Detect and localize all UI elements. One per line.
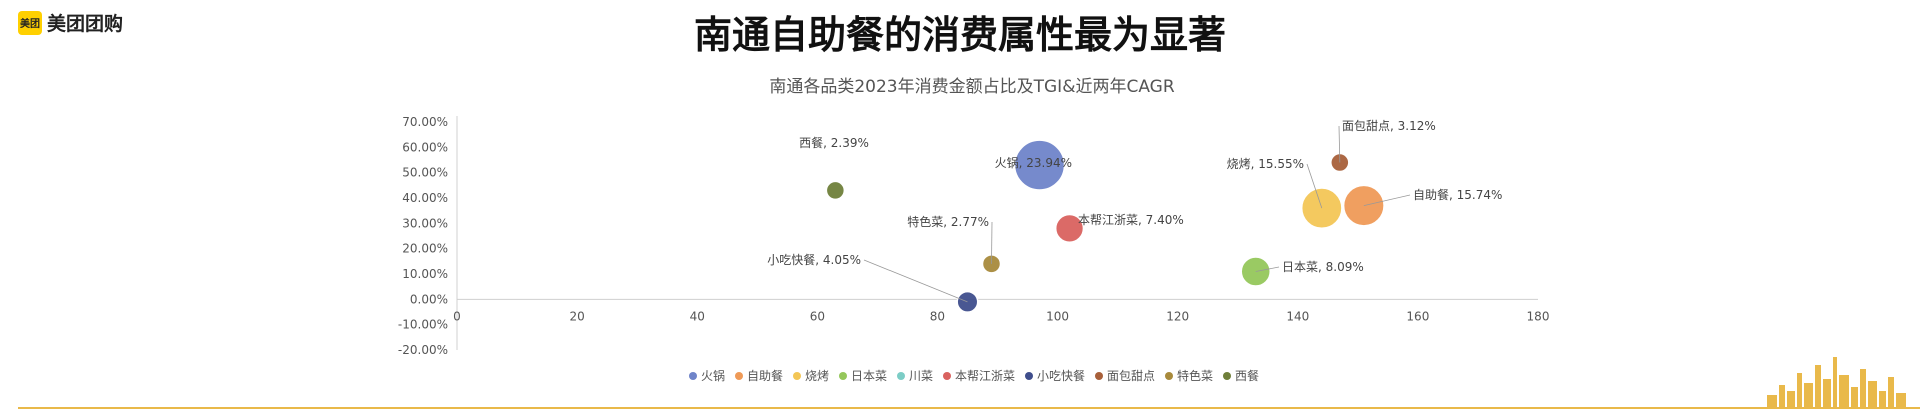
legend-item-label: 川菜 bbox=[909, 369, 933, 383]
legend-marker bbox=[897, 372, 905, 380]
legend-marker bbox=[1095, 372, 1103, 380]
data-label: 小吃快餐, 4.05% bbox=[767, 252, 861, 267]
x-tick-label: 160 bbox=[1406, 309, 1429, 323]
y-tick-label: -10.00% bbox=[398, 318, 448, 332]
city-skyline-icon bbox=[1767, 357, 1906, 407]
y-tick-label: -20.00% bbox=[398, 343, 448, 357]
y-tick-label: 10.00% bbox=[402, 267, 448, 281]
data-label: 面包甜点, 3.12% bbox=[1342, 119, 1436, 133]
legend-marker bbox=[943, 372, 951, 380]
chart-legend: 火锅 自助餐 烧烤 日本菜 川菜 本帮江浙菜 小吃快餐 面包甜点 特色菜 西餐 bbox=[689, 368, 1259, 383]
label-leader-line bbox=[863, 259, 968, 303]
label-leader-line bbox=[991, 221, 993, 264]
legend-item-label: 火锅 bbox=[701, 368, 725, 383]
y-tick-label: 70.00% bbox=[402, 115, 448, 129]
label-leader-line bbox=[1338, 125, 1341, 163]
legend-item-label: 日本菜 bbox=[851, 369, 887, 383]
x-tick-label: 120 bbox=[1166, 309, 1189, 323]
x-tick-label: 0 bbox=[453, 309, 461, 323]
chart-title: 南通各品类2023年消费金额占比及TGI&近两年CAGR bbox=[769, 77, 1174, 97]
legend-marker bbox=[793, 372, 801, 380]
y-tick-label: 60.00% bbox=[402, 140, 448, 154]
legend-marker bbox=[1025, 372, 1033, 380]
legend-marker bbox=[1223, 372, 1231, 380]
legend-item-label: 面包甜点 bbox=[1107, 369, 1155, 383]
chart-bubbles bbox=[825, 139, 1385, 313]
data-label: 西餐, 2.39% bbox=[799, 135, 869, 150]
x-tick-label: 140 bbox=[1286, 309, 1309, 323]
bubble bbox=[1013, 139, 1066, 191]
brand-badge: 美团 bbox=[18, 10, 42, 35]
brand-logo: 美团 美团团购 bbox=[18, 9, 123, 36]
legend-item-label: 西餐 bbox=[1235, 368, 1259, 383]
label-leader-line bbox=[1306, 163, 1323, 209]
data-label: 自助餐, 15.74% bbox=[1413, 187, 1502, 202]
x-tick-label: 60 bbox=[810, 309, 825, 323]
y-tick-label: 20.00% bbox=[402, 242, 448, 256]
legend-item-label: 自助餐 bbox=[747, 368, 783, 383]
bubble bbox=[825, 180, 846, 201]
legend-marker bbox=[839, 372, 847, 380]
y-tick-label: 0.00% bbox=[410, 292, 448, 306]
x-tick-label: 20 bbox=[569, 309, 584, 323]
data-label: 本帮江浙菜, 7.40% bbox=[1078, 213, 1184, 227]
data-label: 烧烤, 15.55% bbox=[1227, 156, 1304, 171]
legend-item-label: 特色菜 bbox=[1177, 368, 1213, 383]
label-leader-line bbox=[1363, 194, 1411, 206]
legend-marker bbox=[689, 372, 697, 380]
legend-item-label: 本帮江浙菜 bbox=[955, 369, 1015, 383]
x-tick-label: 40 bbox=[690, 309, 705, 323]
bottom-accent-line bbox=[18, 407, 1920, 409]
legend-marker bbox=[735, 372, 743, 380]
y-tick-label: 40.00% bbox=[402, 191, 448, 205]
legend-item-label: 烧烤 bbox=[805, 368, 829, 383]
data-label: 火锅, 23.94% bbox=[995, 155, 1072, 170]
x-tick-label: 180 bbox=[1527, 309, 1550, 323]
y-tick-label: 50.00% bbox=[402, 166, 448, 180]
legend-marker bbox=[1165, 372, 1173, 380]
page-title: 南通自助餐的消费属性最为显著 bbox=[693, 13, 1226, 57]
chart-data-labels: 火锅, 23.94% 自助餐, 15.74% 烧烤, 15.55% 日本菜, 8.09… bbox=[767, 119, 1502, 303]
data-label: 日本菜, 8.09% bbox=[1282, 260, 1364, 274]
data-label: 特色菜, 2.77% bbox=[907, 214, 989, 229]
bubble bbox=[1054, 213, 1085, 244]
y-tick-label: 30.00% bbox=[402, 216, 448, 230]
chart-axes: 70.00% 60.00% 50.00% 40.00% 30.00% 20.00% 10.0… bbox=[398, 115, 1550, 357]
x-tick-label: 100 bbox=[1046, 309, 1069, 323]
legend-item-label: 小吃快餐 bbox=[1037, 368, 1085, 383]
brand-name: 美团团购 bbox=[47, 13, 124, 35]
x-tick-label: 80 bbox=[930, 309, 945, 323]
label-leader-line bbox=[1255, 266, 1280, 272]
